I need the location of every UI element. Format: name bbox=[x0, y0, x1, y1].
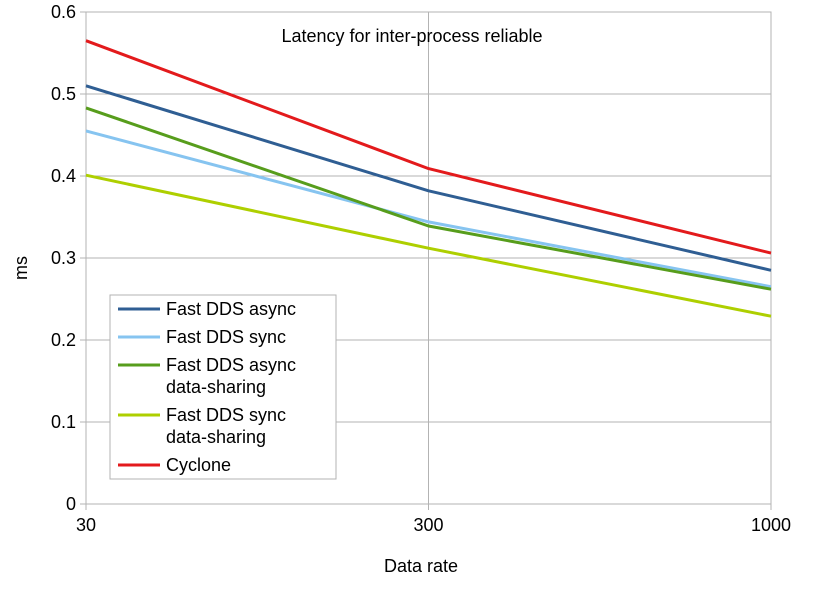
series-line-fast-dds-async-data-sharing bbox=[85, 106, 772, 291]
series-lines bbox=[85, 39, 772, 318]
legend-label-line: Fast DDS async bbox=[166, 355, 296, 375]
legend-label-line: data-sharing bbox=[166, 427, 266, 447]
y-tick-label: 0.5 bbox=[51, 84, 76, 104]
y-tick-labels: 0 0.1 0.2 0.3 0.4 0.5 0.6 bbox=[51, 2, 76, 514]
y-tick-label: 0 bbox=[66, 494, 76, 514]
series-line-fast-dds-sync-data-sharing bbox=[85, 173, 772, 318]
y-tick-label: 0.4 bbox=[51, 166, 76, 186]
y-tick-label: 0.1 bbox=[51, 412, 76, 432]
series-line-fast-dds-sync bbox=[85, 129, 772, 289]
y-tick-label: 0.6 bbox=[51, 2, 76, 22]
y-tick-label: 0.2 bbox=[51, 330, 76, 350]
legend-item: Fast DDS sync bbox=[118, 327, 286, 347]
legend-label-line: Fast DDS sync bbox=[166, 327, 286, 347]
legend-label-line: Fast DDS sync bbox=[166, 405, 286, 425]
x-axis-title: Data rate bbox=[384, 556, 458, 576]
legend-label-line: Fast DDS async bbox=[166, 299, 296, 319]
legend-item: Fast DDS async data-sharing bbox=[118, 355, 296, 397]
series-line-fast-dds-async bbox=[85, 84, 772, 272]
legend-item: Cyclone bbox=[118, 455, 231, 475]
x-tick-labels: 30 300 1000 bbox=[76, 515, 791, 535]
legend-label-line: data-sharing bbox=[166, 377, 266, 397]
series-line-cyclone bbox=[85, 39, 772, 255]
x-tick-label: 300 bbox=[413, 515, 443, 535]
legend-frame bbox=[109, 294, 337, 480]
legend-item: Fast DDS async bbox=[118, 299, 296, 319]
legend-item: Fast DDS sync data-sharing bbox=[118, 405, 286, 447]
legend-label: Cyclone bbox=[166, 455, 231, 475]
legend-items: Fast DDS async Fast DDS sync Fast DDS asyn… bbox=[118, 299, 296, 475]
legend-label: Fast DDS sync data-sharing bbox=[166, 405, 286, 447]
x-tick-label: 30 bbox=[76, 515, 96, 535]
legend-label: Fast DDS sync bbox=[166, 327, 286, 347]
legend-label: Fast DDS async data-sharing bbox=[166, 355, 296, 397]
legend-label-line: Cyclone bbox=[166, 455, 231, 475]
plot-area-frame bbox=[85, 11, 772, 505]
y-tick-label: 0.3 bbox=[51, 248, 76, 268]
y-axis-title: ms bbox=[11, 256, 31, 280]
legend: Fast DDS async Fast DDS sync Fast DDS asyn… bbox=[109, 294, 337, 480]
x-tick-label: 1000 bbox=[751, 515, 791, 535]
legend-label: Fast DDS async bbox=[166, 299, 296, 319]
chart-title: Latency for inter-process reliable bbox=[281, 26, 542, 46]
